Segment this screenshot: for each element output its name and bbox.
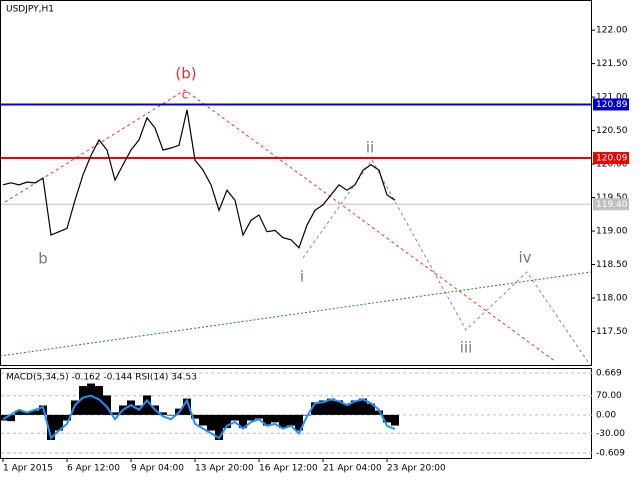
macd-bar bbox=[127, 400, 135, 415]
level-label: 119.40 bbox=[596, 200, 628, 210]
macd-bar bbox=[367, 403, 375, 415]
y-tick-label: 120.50 bbox=[596, 126, 628, 136]
y-tick-label: 118.00 bbox=[596, 294, 628, 304]
y-tick-label: 117.50 bbox=[596, 327, 628, 337]
macd-bar bbox=[55, 414, 63, 431]
indicator-title: MACD(5,34,5) -0.162 -0.144 RSI(14) 34.53 bbox=[6, 373, 197, 383]
macd-bar bbox=[7, 414, 15, 422]
macd-bar bbox=[207, 414, 215, 431]
macd-bar bbox=[47, 414, 55, 440]
y-tick-label: -0.609 bbox=[596, 449, 625, 459]
wave-label: iii bbox=[460, 339, 473, 357]
macd-bar bbox=[15, 410, 23, 415]
wave-label: c bbox=[182, 88, 189, 102]
level-tag bbox=[593, 152, 629, 165]
macd-bar bbox=[31, 410, 39, 415]
macd-bar bbox=[343, 403, 351, 415]
x-tick-label: 6 Apr 12:00 bbox=[67, 464, 120, 474]
x-tick-label: 13 Apr 20:00 bbox=[195, 464, 254, 474]
macd-bar bbox=[183, 398, 191, 415]
x-tick-label: 9 Apr 04:00 bbox=[131, 464, 184, 474]
x-tick-label: 21 Apr 04:00 bbox=[323, 464, 382, 474]
macd-bar bbox=[391, 414, 399, 426]
macd-bar bbox=[223, 414, 231, 429]
macd-bar bbox=[143, 395, 151, 415]
macd-bar bbox=[239, 414, 247, 429]
macd-bar bbox=[167, 414, 175, 416]
macd-bar bbox=[295, 414, 303, 431]
macd-bar bbox=[319, 400, 327, 415]
macd-bar bbox=[351, 400, 359, 415]
macd-bar bbox=[311, 402, 319, 415]
macd-bar bbox=[191, 414, 199, 419]
level-tag bbox=[593, 198, 629, 211]
price-pane bbox=[0, 0, 592, 366]
level-label: 120.89 bbox=[596, 100, 628, 110]
macd-bar bbox=[103, 395, 111, 415]
macd-bar bbox=[199, 414, 207, 426]
x-tick-label: 23 Apr 20:00 bbox=[387, 464, 446, 474]
y-tick-label: 119.00 bbox=[596, 227, 628, 237]
macd-bar bbox=[383, 414, 391, 423]
chart-title: USDJPY,H1 bbox=[6, 5, 54, 15]
level-tag bbox=[593, 98, 629, 111]
wave-label: iv bbox=[518, 249, 531, 267]
macd-bar bbox=[87, 383, 95, 415]
price-line bbox=[2, 109, 396, 249]
macd-bar bbox=[215, 414, 223, 440]
macd-bar bbox=[231, 414, 239, 421]
level-label: 120.09 bbox=[596, 154, 628, 164]
wave-label: ii bbox=[366, 139, 374, 157]
macd-bar bbox=[71, 400, 79, 415]
y-tick-label: 118.50 bbox=[596, 260, 628, 270]
trend-line bbox=[0, 271, 592, 357]
macd-bar bbox=[375, 410, 383, 415]
y-tick-label: 119.50 bbox=[596, 193, 628, 203]
macd-bar bbox=[287, 414, 295, 426]
macd-bar bbox=[271, 414, 279, 423]
x-tick-label: 1 Apr 2015 bbox=[3, 464, 53, 474]
macd-bar bbox=[79, 386, 87, 415]
rsi-line bbox=[2, 394, 396, 440]
wave-label: i bbox=[300, 268, 304, 286]
wave-line bbox=[4, 89, 557, 363]
y-tick-label: 120.00 bbox=[596, 160, 628, 170]
wave-label: b bbox=[38, 250, 48, 268]
y2-tick-label: 70.00 bbox=[596, 391, 622, 401]
y2-tick-label: -30.00 bbox=[596, 429, 625, 439]
macd-bar bbox=[335, 400, 343, 415]
wave-projection bbox=[302, 159, 591, 366]
y-tick-label: 122.00 bbox=[596, 26, 628, 36]
macd-bar bbox=[327, 398, 335, 415]
macd-bar bbox=[111, 412, 119, 415]
wave-label: (b) bbox=[175, 65, 196, 83]
y-tick-label: 0.669 bbox=[596, 368, 622, 378]
y-tick-label: 0.00 bbox=[596, 410, 616, 420]
x-tick-label: 16 Apr 12:00 bbox=[259, 464, 318, 474]
macd-bar bbox=[159, 412, 167, 415]
macd-bar bbox=[263, 414, 271, 426]
indicator-pane bbox=[0, 368, 592, 459]
macd-bar bbox=[63, 414, 71, 421]
macd-bar bbox=[247, 414, 255, 421]
macd-bar bbox=[359, 398, 367, 415]
y-tick-label: 121.00 bbox=[596, 93, 628, 103]
macd-bar bbox=[279, 414, 287, 429]
y-tick-label: 121.50 bbox=[596, 59, 628, 69]
macd-bar bbox=[255, 414, 263, 419]
macd-bar bbox=[0, 414, 7, 421]
